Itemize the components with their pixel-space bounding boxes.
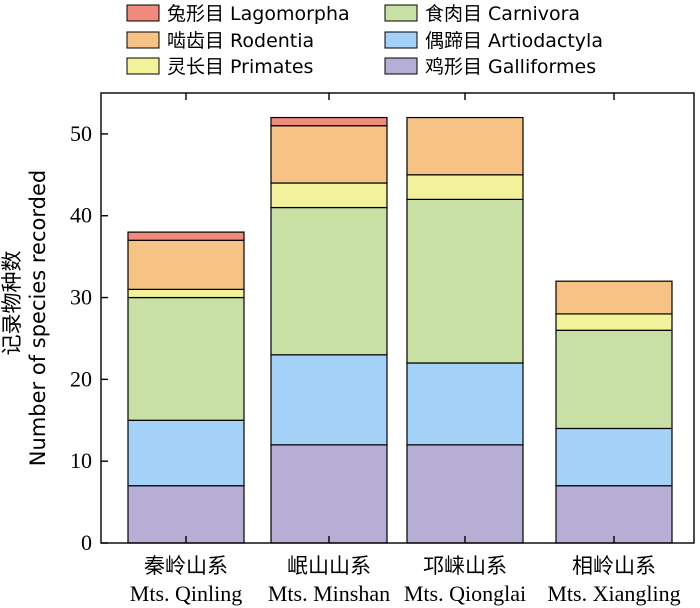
legend-label: 灵长目 Primates (167, 56, 313, 78)
legend-label: 食肉目 Carnivora (425, 3, 580, 25)
legend-entry: 食肉目 Carnivora (384, 3, 580, 25)
bars (127, 116, 673, 544)
bar-group (127, 231, 245, 544)
plot-frame (100, 92, 695, 544)
legend-entry: 兔形目 Lagomorpha (126, 3, 350, 25)
bar-group (555, 280, 673, 544)
x-tick-label-en: Mts. Qinling (130, 581, 242, 606)
bar-segment (406, 116, 524, 176)
x-tick-label-cn: 秦岭山系 (144, 554, 228, 578)
legend-swatch (126, 31, 160, 49)
bar-segment (406, 362, 524, 446)
bar-segment (555, 485, 673, 544)
bar-segment (406, 198, 524, 364)
x-tick-label-en: Mts. Qionglai (404, 581, 526, 606)
legend: 兔形目 Lagomorpha 食肉目 Carnivora 啮齿目 Rodentia 偶… (126, 3, 603, 78)
bar-group (270, 116, 388, 544)
y-axis-label-cn: 记录物种数 (0, 251, 24, 356)
y-tick-label: 20 (70, 366, 92, 391)
x-tick-label-cn: 邛崃山系 (423, 554, 507, 578)
y-tick-label: 30 (70, 285, 92, 310)
bar-segment (555, 427, 673, 487)
bar-segment (127, 288, 245, 299)
bar-segment (127, 231, 245, 241)
legend-swatch (384, 31, 418, 49)
x-tick-label-en: Mts. Xiangling (547, 581, 680, 606)
legend-entry: 偶蹄目 Artiodactyla (384, 30, 603, 52)
legend-swatch (126, 57, 160, 75)
bar-segment (270, 354, 388, 446)
bar-segment (555, 329, 673, 430)
bar-segment (406, 444, 524, 544)
legend-label: 啮齿目 Rodentia (167, 30, 314, 52)
bar-segment (406, 174, 524, 200)
x-tick-label-cn: 岷山山系 (287, 554, 371, 578)
bar-segment (555, 280, 673, 315)
y-tick-label: 10 (70, 448, 92, 473)
legend-swatch (384, 57, 418, 75)
bar-segment (555, 313, 673, 331)
legend-label: 兔形目 Lagomorpha (167, 3, 350, 25)
bar-segment (270, 125, 388, 184)
bar-group (406, 116, 524, 544)
bar-segment (270, 206, 388, 356)
axes: 0 10 20 30 40 50 秦岭山系 Mts. Qinling 岷山山系 Mts. Mins… (70, 92, 695, 606)
legend-label: 偶蹄目 Artiodactyla (425, 30, 603, 52)
bar-segment (127, 419, 245, 487)
bar-segment (270, 116, 388, 127)
y-axis-label-en: Number of species recorded (26, 170, 50, 466)
legend-swatch (126, 4, 160, 22)
bar-segment (127, 485, 245, 544)
legend-label: 鸡形目 Galliformes (425, 56, 596, 78)
x-tick-label-cn: 相岭山系 (572, 554, 656, 578)
legend-entry: 灵长目 Primates (126, 56, 313, 78)
x-tick-label-en: Mts. Minshan (268, 581, 390, 606)
bar-segment (127, 239, 245, 290)
y-tick-label: 0 (81, 530, 92, 555)
y-tick-label: 50 (70, 121, 92, 146)
bar-segment (270, 444, 388, 544)
y-tick-label: 40 (70, 203, 92, 228)
legend-entry: 啮齿目 Rodentia (126, 30, 314, 52)
bar-segment (270, 182, 388, 209)
legend-swatch (384, 4, 418, 22)
y-axis-label: 记录物种数 Number of species recorded (0, 170, 50, 466)
bar-segment (127, 296, 245, 421)
legend-entry: 鸡形目 Galliformes (384, 56, 596, 78)
